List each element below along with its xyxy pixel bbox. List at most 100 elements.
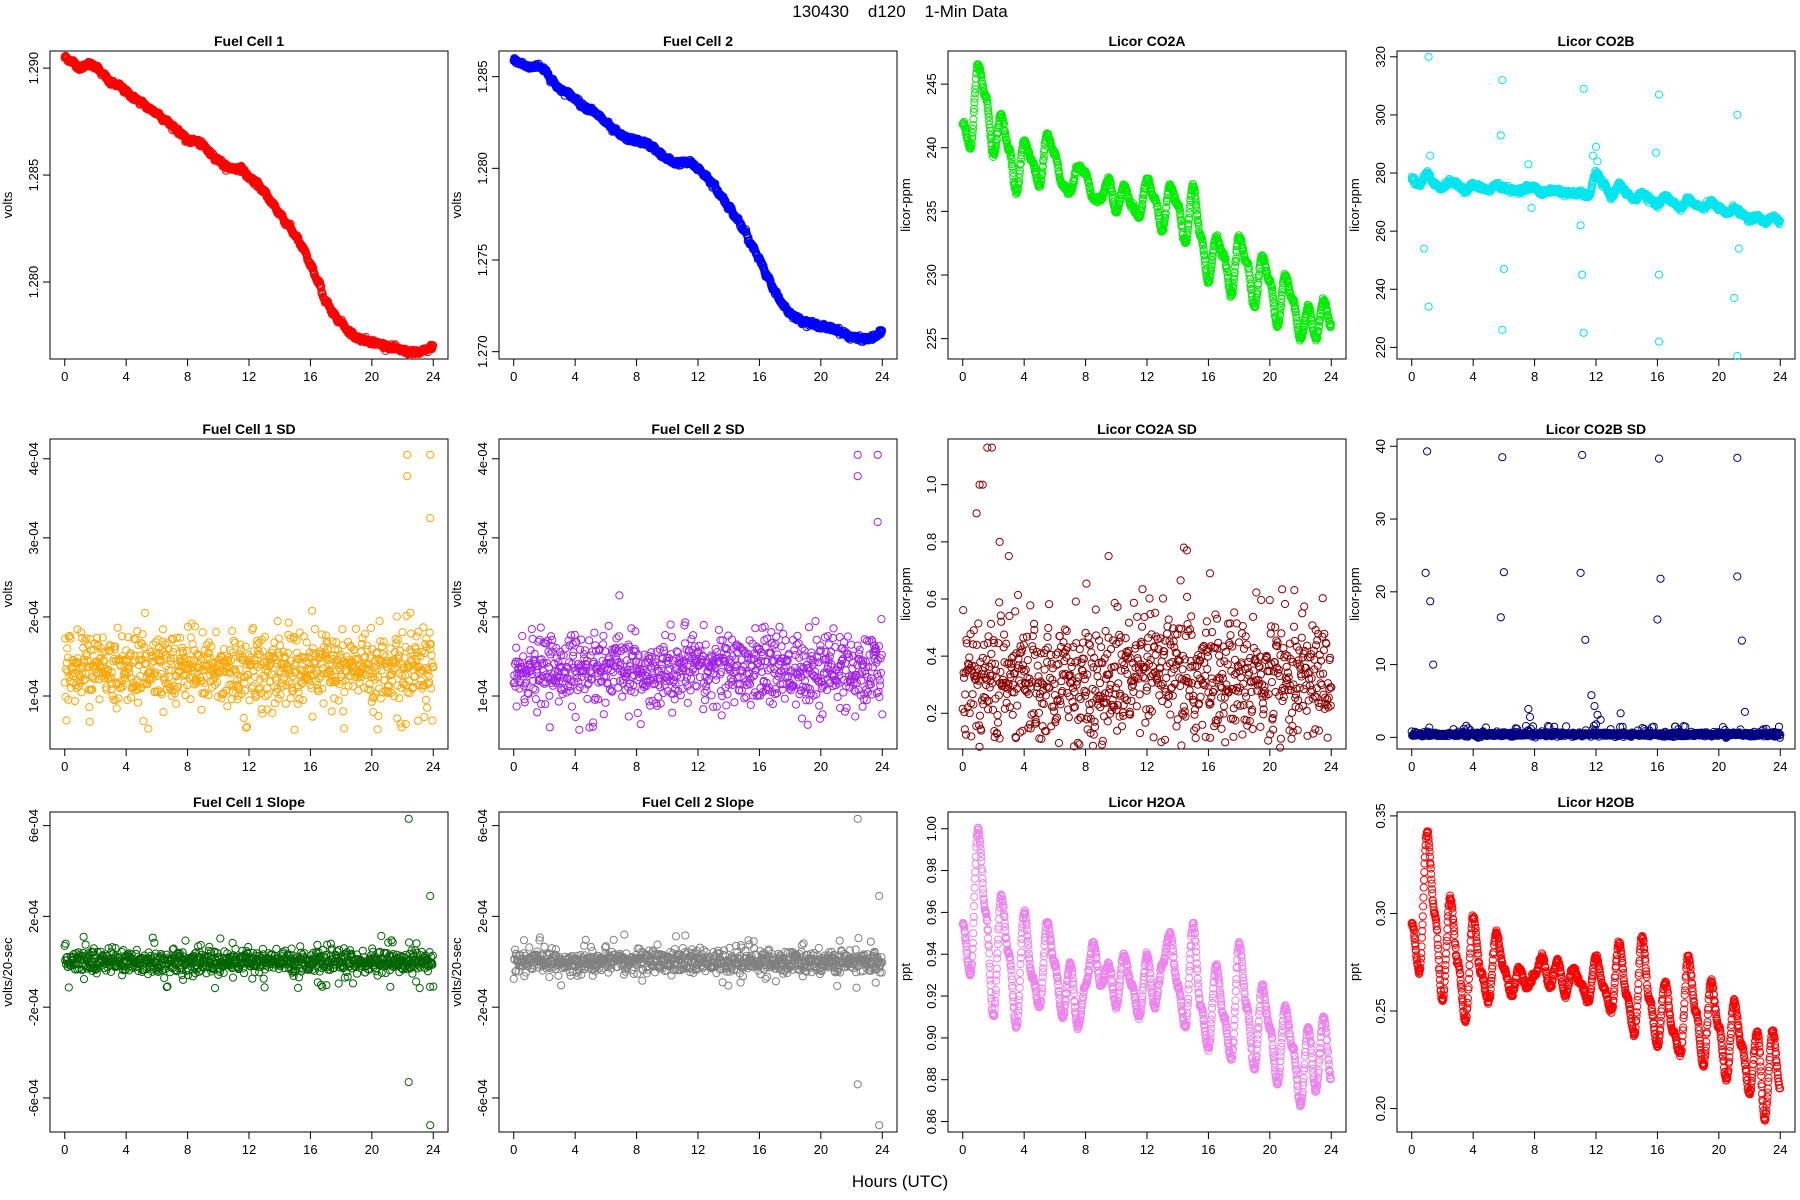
- y-tick-label: 220: [1373, 337, 1388, 359]
- x-tick-label: 4: [123, 759, 130, 774]
- x-tick-label: 8: [184, 369, 191, 384]
- data-point: [1527, 203, 1536, 212]
- x-tick-label: 12: [1589, 369, 1603, 384]
- x-tick-label: 0: [1408, 369, 1415, 384]
- y-tick-label: 320: [1373, 46, 1388, 68]
- data-point: [1730, 293, 1739, 303]
- panel-fc1: Fuel Cell 10 4 8 12 16 20 241.2801.2851.290vol…: [0, 33, 449, 384]
- y-axis-label: volts: [449, 191, 464, 218]
- data-point: [1654, 270, 1664, 279]
- data-point: [1579, 328, 1588, 337]
- y-tick-label: 245: [924, 73, 939, 95]
- y-tick-label: 240: [924, 137, 939, 159]
- y-axis-label: volts: [0, 580, 15, 607]
- panel-title: Fuel Cell 1 SD: [202, 421, 295, 437]
- x-tick-label: 20: [365, 759, 379, 774]
- y-tick-label: 1.285: [26, 159, 41, 192]
- data-marks: [60, 51, 438, 360]
- x-tick-label: 24: [1773, 369, 1787, 384]
- data-point: [1593, 157, 1602, 166]
- y-tick-label: 300: [1373, 104, 1388, 126]
- plot-frame: [49, 50, 449, 360]
- y-tick-label: 235: [924, 201, 939, 223]
- y-tick-label: 225: [924, 328, 939, 350]
- panel-title: Fuel Cell 1: [214, 33, 284, 49]
- y-tick-label: 1.285: [475, 60, 490, 93]
- data-marks: [509, 54, 887, 346]
- x-tick-label: 12: [1140, 369, 1154, 384]
- data-point: [1524, 160, 1533, 169]
- data-marks: [1407, 52, 1785, 361]
- data-point: [70, 697, 80, 706]
- data-marks: [958, 60, 1336, 345]
- data-point: [1579, 84, 1588, 93]
- x-tick-label: 20: [1712, 369, 1726, 384]
- data-point: [1424, 52, 1433, 61]
- x-tick-label: 0: [61, 369, 68, 384]
- y-tick-label: 280: [1373, 162, 1388, 184]
- x-tick-label: 20: [1263, 369, 1277, 384]
- x-tick-label: 12: [242, 369, 256, 384]
- x-tick-label: 12: [242, 759, 256, 774]
- panel-title: Fuel Cell 2: [663, 33, 733, 49]
- figure-x-axis-label: Hours (UTC): [851, 1172, 949, 1191]
- data-point: [1591, 142, 1601, 151]
- y-tick-label: 260: [1373, 220, 1388, 242]
- data-point: [1426, 151, 1435, 160]
- panel-title: Licor CO2B: [1557, 33, 1634, 49]
- panel-fc1sd: Fuel Cell 1 SD 0 4 8 12 16 20 24 1e-04 2e-04 3e-04…: [0, 421, 449, 774]
- y-tick-label: 1e-04: [26, 679, 41, 712]
- x-tick-label: 16: [1201, 369, 1215, 384]
- data-point: [315, 277, 324, 287]
- y-tick-label: 3e-04: [26, 521, 41, 554]
- x-tick-label: 0: [61, 759, 68, 774]
- y-axis-label: licor-ppm: [898, 178, 913, 231]
- x-tick-label: 4: [572, 369, 579, 384]
- data-point: [62, 716, 71, 725]
- x-tick-label: 24: [1324, 369, 1338, 384]
- x-tick-label: 24: [875, 369, 889, 384]
- data-point: [1419, 244, 1429, 253]
- panel-title: Licor CO2A: [1108, 33, 1185, 49]
- x-tick-label: 24: [426, 759, 440, 774]
- y-tick-label: 240: [1373, 278, 1388, 300]
- data-point: [1654, 90, 1664, 99]
- data-point: [1654, 337, 1664, 346]
- x-tick-label: 24: [426, 369, 440, 384]
- y-tick-label: 230: [924, 264, 939, 286]
- data-point: [1576, 221, 1585, 230]
- x-tick-label: 8: [633, 369, 640, 384]
- plot-frame: [947, 50, 1347, 360]
- x-tick-label: 16: [303, 759, 317, 774]
- y-tick-label: 1.275: [475, 244, 490, 277]
- y-tick-label: 2e-04: [26, 600, 41, 633]
- data-point: [1499, 264, 1509, 273]
- data-point: [1498, 76, 1507, 85]
- data-point: [314, 276, 324, 285]
- x-tick-label: 8: [1082, 369, 1089, 384]
- plot-frame: [498, 50, 898, 360]
- x-tick-label: 0: [959, 369, 966, 384]
- y-tick-label: 1.280: [475, 152, 490, 185]
- y-tick-label: 1.280: [26, 266, 41, 299]
- y-axis-label: licor-ppm: [1347, 178, 1362, 231]
- y-tick-label: 4e-04: [26, 442, 41, 475]
- panel-fc2: Fuel Cell 20 4 8 12 16 20 241.2701.2751.2801.2…: [449, 33, 898, 384]
- x-tick-label: 0: [510, 369, 517, 384]
- x-tick-label: 20: [365, 369, 379, 384]
- x-tick-label: 8: [1531, 369, 1538, 384]
- y-axis-label: volts: [0, 191, 15, 218]
- y-tick-label: 1.290: [26, 52, 41, 85]
- data-point: [63, 644, 72, 653]
- data-point: [1651, 148, 1661, 157]
- data-point: [1733, 110, 1742, 120]
- x-tick-label: 16: [1650, 369, 1664, 384]
- data-marks: [60, 450, 438, 734]
- data-point: [1496, 131, 1505, 140]
- x-tick-label: 8: [184, 759, 191, 774]
- plot-frame: [49, 438, 449, 750]
- y-tick-label: 1.270: [475, 335, 490, 368]
